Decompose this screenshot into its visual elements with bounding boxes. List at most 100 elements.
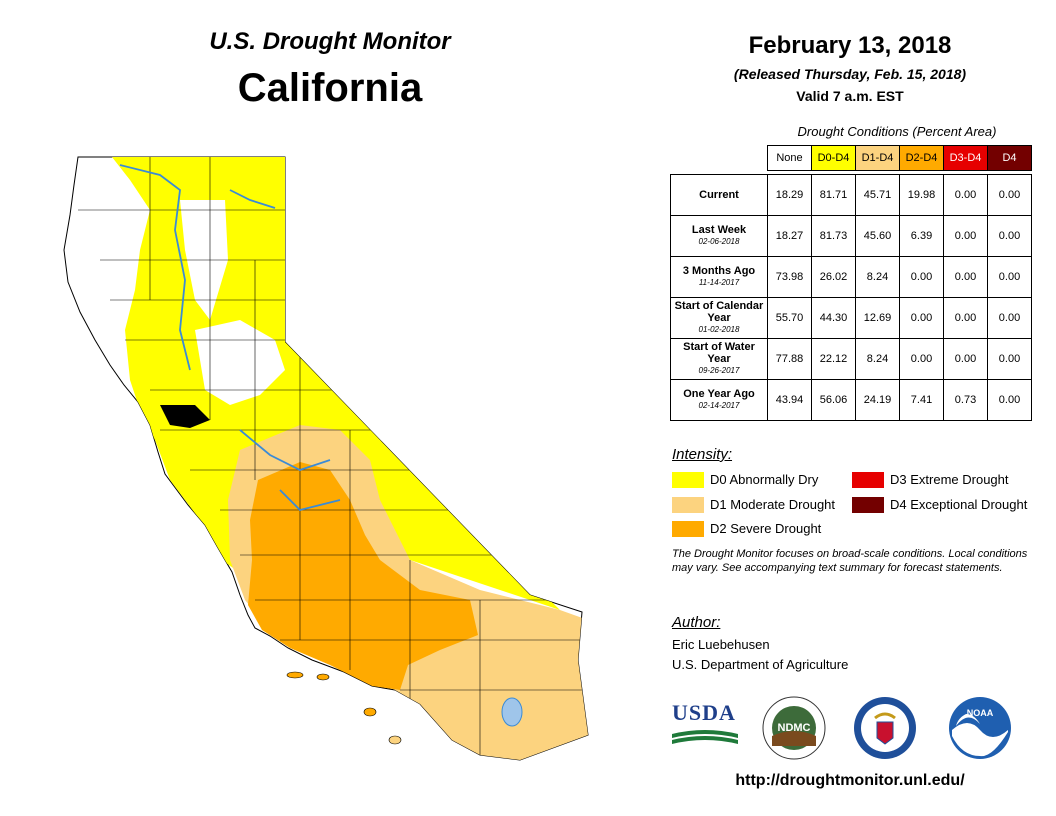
monitor-title: U.S. Drought Monitor — [209, 28, 451, 55]
table-cell: 18.27 — [767, 215, 812, 257]
table-cell: 0.73 — [943, 379, 988, 421]
rivers — [119, 164, 341, 511]
table-row: Start of Water Year 09-26-2017 77.88 22.12 8… — [670, 338, 1032, 380]
table-cell: 0.00 — [987, 338, 1032, 380]
ndmc-logo: NDMC — [762, 696, 826, 760]
legend-swatch-d1 — [672, 497, 704, 513]
legend-title: Intensity: — [672, 446, 733, 463]
website-link[interactable]: http://droughtmonitor.unl.edu/ — [735, 772, 965, 789]
row-label-date: 01-02-2018 — [698, 325, 740, 334]
table-cell: 8.24 — [855, 338, 900, 380]
table-row: Current 18.29 81.71 45.71 19.98 0.00 0.00 — [670, 174, 1032, 216]
table-cell: 0.00 — [987, 379, 1032, 421]
col-header: D3-D4 — [943, 145, 988, 171]
table-row: One Year Ago 02-14-2017 43.94 56.06 24.19 7.4… — [670, 379, 1032, 421]
table-cell: 8.24 — [855, 256, 900, 298]
legend-swatch-d2 — [672, 521, 704, 537]
author-name: Eric Luebehusen — [672, 637, 770, 652]
row-label-text: One Year Ago — [683, 388, 755, 400]
san-francisco-bay — [160, 405, 210, 428]
california-drought-map — [63, 156, 589, 761]
table-row: Last Week 02-06-2018 18.27 81.73 45.60 6.39 0.… — [670, 215, 1032, 257]
table-cell: 0.00 — [899, 338, 944, 380]
ndmc-logo-text: NDMC — [778, 722, 811, 734]
legend-swatch-d0 — [672, 472, 704, 488]
col-header: D2-D4 — [899, 145, 944, 171]
legend-label-d1: D1 Moderate Drought — [710, 497, 836, 512]
table-cell: 56.06 — [811, 379, 856, 421]
table-cell: 81.73 — [811, 215, 856, 257]
state-title: California — [237, 66, 423, 110]
usda-hills-icon — [672, 730, 738, 744]
row-label-text: Start of Water Year — [683, 341, 755, 365]
row-label-text: 3 Months Ago — [682, 265, 756, 277]
channel-island-1 — [286, 671, 304, 679]
row-label: 3 Months Ago 11-14-2017 — [670, 256, 768, 298]
usda-logo-text: USDA — [672, 700, 736, 725]
author-label: Author: — [672, 614, 721, 631]
noaa-logo: NOAA — [949, 697, 1011, 759]
table-cell: 0.00 — [943, 297, 988, 339]
legend-swatch-d3 — [852, 472, 884, 488]
legend-label-d4: D4 Exceptional Drought — [890, 497, 1028, 512]
legend-label-d0: D0 Abnormally Dry — [710, 472, 819, 487]
row-label-text: Last Week — [691, 224, 747, 236]
table-cell: 0.00 — [943, 256, 988, 298]
map-date: February 13, 2018 — [748, 32, 952, 59]
col-header: None — [767, 145, 812, 171]
row-label: Current — [670, 174, 768, 216]
none-region-sacramento — [195, 320, 285, 405]
noaa-logo-text: NOAA — [967, 708, 994, 718]
row-label-date: 11-14-2017 — [698, 278, 740, 287]
row-label: Last Week 02-06-2018 — [670, 215, 768, 257]
table-cell: 77.88 — [767, 338, 812, 380]
legend-swatch-d4 — [852, 497, 884, 513]
table-caption: Drought Conditions (Percent Area) — [797, 124, 997, 139]
row-label-text: Start of Calendar Year — [674, 300, 764, 324]
table-cell: 0.00 — [987, 297, 1032, 339]
row-label-date: 09-26-2017 — [698, 366, 740, 375]
usda-logo: USDA — [672, 700, 738, 748]
table-cell: 73.98 — [767, 256, 812, 298]
legend-label-d2: D2 Severe Drought — [710, 521, 822, 536]
valid-time: Valid 7 a.m. EST — [796, 88, 904, 104]
author-organization: U.S. Department of Agriculture — [672, 657, 849, 672]
row-label: Start of Water Year 09-26-2017 — [670, 338, 768, 380]
row-label: One Year Ago 02-14-2017 — [670, 379, 768, 421]
table-cell: 0.00 — [987, 256, 1032, 298]
table-cell: 55.70 — [767, 297, 812, 339]
table-cell: 24.19 — [855, 379, 900, 421]
row-label: Start of Calendar Year 01-02-2018 — [670, 297, 768, 339]
row-label-text: Current — [699, 189, 739, 201]
table-cell: 0.00 — [987, 215, 1032, 257]
release-date: (Released Thursday, Feb. 15, 2018) — [733, 66, 967, 82]
table-cell: 0.00 — [943, 338, 988, 380]
commerce-seal — [854, 697, 916, 759]
table-header-row: None D0-D4 D1-D4 D2-D4 D3-D4 D4 — [671, 145, 1032, 171]
row-label-date: 02-06-2018 — [698, 237, 740, 246]
table-cell: 45.71 — [855, 174, 900, 216]
table-cell: 45.60 — [855, 215, 900, 257]
salton-sea — [501, 697, 523, 727]
channel-island-2 — [316, 673, 330, 681]
table-cell: 0.00 — [987, 174, 1032, 216]
table-row: Start of Calendar Year 01-02-2018 55.70 44.… — [670, 297, 1032, 339]
col-header: D0-D4 — [811, 145, 856, 171]
table-cell: 7.41 — [899, 379, 944, 421]
col-header: D4 — [987, 145, 1032, 171]
table-cell: 0.00 — [899, 297, 944, 339]
table-cell: 0.00 — [943, 174, 988, 216]
table-cell: 18.29 — [767, 174, 812, 216]
col-header: D1-D4 — [855, 145, 900, 171]
table-row: 3 Months Ago 11-14-2017 73.98 26.02 8.24 0.00… — [670, 256, 1032, 298]
drought-conditions-table: None D0-D4 D1-D4 D2-D4 D3-D4 D4 Current 1… — [670, 145, 1032, 421]
channel-island-3 — [363, 707, 377, 717]
d2-region — [248, 462, 478, 690]
table-cell: 0.00 — [899, 256, 944, 298]
table-cell: 43.94 — [767, 379, 812, 421]
table-cell: 44.30 — [811, 297, 856, 339]
legend-label-d3: D3 Extreme Drought — [890, 472, 1009, 487]
table-cell: 12.69 — [855, 297, 900, 339]
table-cell: 81.71 — [811, 174, 856, 216]
row-label-date: 02-14-2017 — [698, 401, 740, 410]
